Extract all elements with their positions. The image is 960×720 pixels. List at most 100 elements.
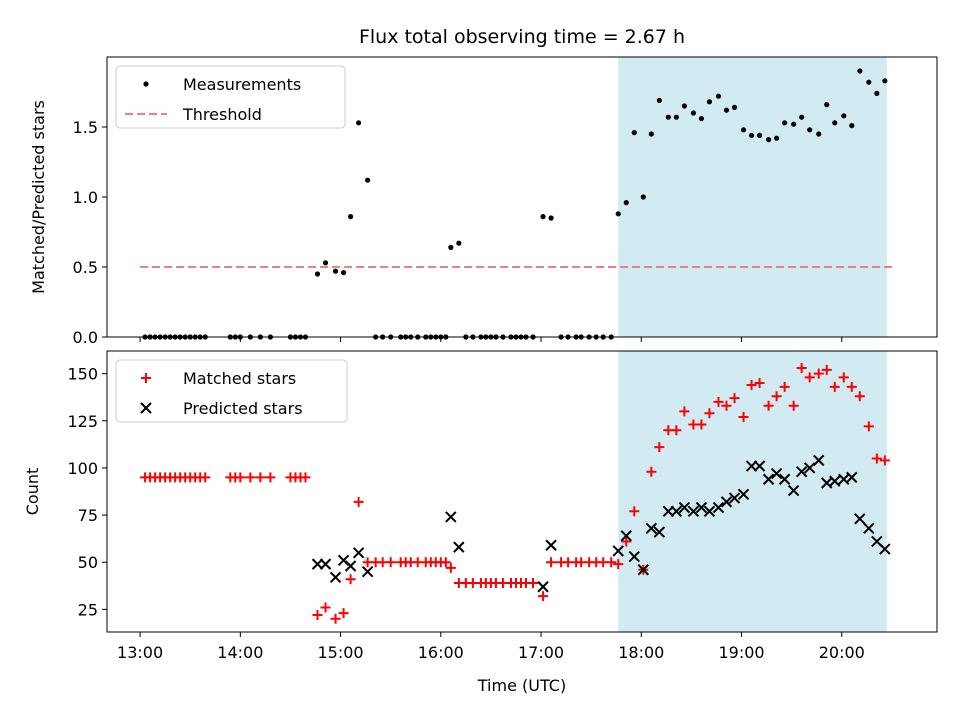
matched-stars-point (813, 368, 824, 379)
legend-box (115, 359, 348, 423)
measurement-point (706, 99, 713, 105)
measurement-point (698, 116, 705, 122)
matched-stars-point (385, 557, 396, 568)
measurement-point (640, 194, 646, 200)
x-tick-label: 16:00 (418, 643, 464, 662)
legend-label: Predicted stars (183, 399, 303, 418)
count-panel: 25 50 75 100 125 150 Count 13:00 14:00 15:00 16:00… (23, 350, 938, 662)
measurement-point (656, 97, 662, 103)
matched-stars-point (754, 378, 765, 389)
matched-stars-point (320, 602, 331, 613)
measurement-point (807, 127, 813, 133)
matched-stars-point (200, 472, 211, 483)
measurement-point (548, 215, 554, 221)
measurement-point (623, 200, 629, 206)
observing-window-shade (618, 351, 887, 632)
predicted-stars-point (712, 501, 725, 514)
matched-stars-point (679, 406, 690, 417)
measurement-point (756, 132, 763, 138)
predicted-stars-point (720, 496, 733, 508)
measurement-point (832, 120, 838, 126)
measurement-point (356, 120, 362, 126)
predicted-stars-point (653, 526, 666, 538)
measurement-point (866, 79, 872, 85)
matched-stars-point (846, 381, 857, 392)
measurement-point (332, 268, 339, 274)
measurement-point (615, 211, 621, 217)
matched-stars-point (788, 400, 799, 411)
measurement-point (322, 260, 329, 266)
y-tick-label: 1.0 (73, 188, 98, 207)
legend-matched-marker (141, 373, 151, 383)
measurement-point (314, 271, 321, 277)
matched-stars-point (771, 391, 782, 402)
x-tick-label: 17:00 (518, 643, 564, 662)
y-tick-label: 50 (78, 553, 98, 572)
measurement-point (782, 120, 788, 126)
legend-measurement-marker (143, 81, 149, 87)
predicted-stars-point (687, 505, 700, 518)
measurement-point (816, 131, 822, 137)
matched-stars-point (621, 536, 632, 547)
legend-label: Threshold (182, 105, 262, 124)
measurement-point (740, 127, 747, 133)
measurement-point (540, 214, 546, 220)
matched-stars-point (312, 610, 323, 621)
measurement-point (748, 132, 755, 138)
predicted-stars-point (678, 501, 691, 514)
matched-stars-point (838, 372, 849, 383)
matched-stars-point (445, 562, 456, 573)
predicted-stars-point (863, 522, 875, 534)
predicted-stars-point (537, 581, 549, 593)
predicted-stars-point (352, 547, 365, 559)
measurement-point (857, 68, 863, 74)
matched-stars-point (704, 408, 715, 419)
legend-label: Matched stars (183, 369, 296, 388)
matched-stars-point (729, 393, 740, 404)
matched-stars-point (606, 557, 617, 568)
predicted-stars-point (762, 473, 775, 485)
predicted-stars-point (829, 475, 841, 487)
measurement-point (799, 114, 805, 120)
predicted-stars-point (813, 454, 825, 467)
matched-stars-point (804, 372, 815, 383)
measurement-point (347, 214, 354, 220)
matched-stars-point (629, 506, 640, 517)
legend-label: Measurements (183, 75, 301, 94)
predicted-stars-point (854, 513, 866, 525)
matched-stars-point (440, 557, 451, 568)
measurement-point (882, 78, 888, 84)
predicted-stars-point (319, 558, 332, 570)
legend-box (115, 65, 346, 129)
matched-stars-point (300, 472, 311, 483)
predicted-stars-point (344, 560, 357, 572)
predicted-stars-point (737, 488, 750, 501)
x-tick-label: 19:00 (718, 643, 764, 662)
measurement-point (715, 93, 722, 99)
predicted-stars-point (787, 484, 800, 497)
matched-stars-point (255, 472, 266, 483)
ratio-panel: 0.0 0.5 1.0 1.5 Matched/Predicted stars Measu… (29, 56, 938, 347)
matched-stars-point (713, 396, 724, 407)
y-axis-label: Matched/Predicted stars (29, 100, 48, 294)
y-tick-label: 100 (67, 459, 98, 478)
matched-stars-point (746, 379, 757, 390)
matched-stars-point (871, 453, 882, 464)
legend: Measurements Threshold (115, 65, 346, 129)
matched-stars-point (671, 425, 682, 436)
x-axis-label: Time (UTC) (477, 676, 566, 695)
matched-stars-point (738, 412, 749, 423)
predicted-stars-point (795, 465, 808, 478)
matched-stars-point (345, 574, 356, 585)
matched-stars-point (821, 364, 832, 375)
y-tick-label: 1.5 (73, 118, 98, 137)
measurement-point (681, 103, 687, 109)
legend-predicted-marker (140, 402, 152, 414)
predicted-stars-point (728, 492, 741, 504)
predicted-stars-point (778, 473, 791, 485)
matched-stars-point (613, 559, 624, 570)
measurement-point (648, 131, 654, 137)
matched-stars-point (721, 400, 732, 411)
predicted-stars-point (879, 543, 891, 555)
x-tick-label: 15:00 (318, 643, 364, 662)
